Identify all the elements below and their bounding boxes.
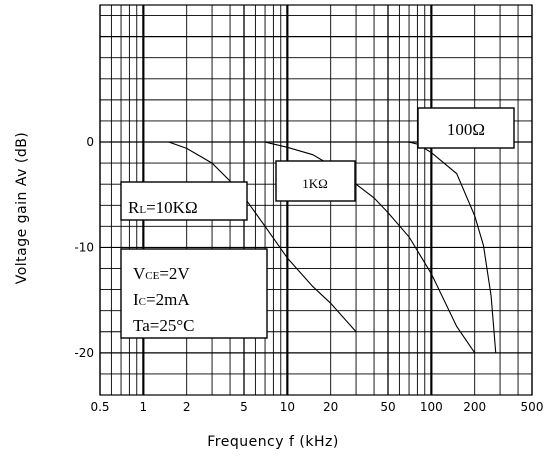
grid [99, 5, 533, 396]
cond-ta-suffix: =25°C [150, 316, 195, 335]
x-tick-label: 500 [521, 400, 544, 414]
cond-ic-sub: C [139, 296, 146, 308]
x-tick-label: 200 [463, 400, 486, 414]
y-axis-title: Voltage gain Av (dB) [14, 132, 30, 285]
x-tick-label: 2 [183, 400, 191, 414]
svg-text:Ta=25°C: Ta=25°C [133, 316, 194, 335]
svg-text:VCE=2V: VCE=2V [133, 264, 190, 283]
label-100: 100Ω [447, 120, 485, 139]
svg-text:IC=2mA: IC=2mA [133, 290, 190, 309]
label-box-1k: 1KΩ [275, 160, 356, 202]
y-tick-label: 0 [86, 135, 94, 149]
x-tick-label: 5 [240, 400, 248, 414]
cond-vce-prefix: V [133, 264, 146, 283]
x-tick-label: 1 [140, 400, 148, 414]
y-tick-label: -20 [74, 346, 94, 360]
x-tick-label: 100 [420, 400, 443, 414]
cond-vce-suffix: =2V [159, 264, 190, 283]
cond-ic-prefix: I [133, 290, 139, 309]
label-box-100: 100Ω [417, 107, 515, 149]
cond-ta-prefix: Ta [133, 316, 150, 335]
svg-text:RL=10KΩ: RL=10KΩ [128, 198, 198, 217]
x-tick-label: 20 [323, 400, 338, 414]
label-box-10k: RL=10KΩ [120, 181, 248, 221]
label-10k-suffix: =10KΩ [146, 198, 198, 217]
plot-frame [99, 4, 533, 396]
x-axis-title: Frequency f (kHz) [207, 434, 339, 450]
x-tick-label: 50 [380, 400, 395, 414]
tick-labels: 0.5 1 2 5 10 20 50 100 200 500 0 -10 -20 [74, 135, 543, 414]
cond-ic-suffix: =2mA [146, 290, 190, 309]
x-tick-label: 0.5 [90, 400, 109, 414]
label-10k-sub: L [139, 204, 146, 216]
y-tick-label: -10 [74, 240, 94, 254]
label-1k: 1KΩ [302, 176, 328, 191]
x-tick-label: 10 [280, 400, 295, 414]
series-line-0 [168, 141, 357, 333]
series-line-1 [264, 141, 476, 354]
label-10k-prefix: R [128, 198, 140, 217]
conditions-box: VCE=2V IC=2mA Ta=25°C [120, 248, 268, 339]
cond-vce-sub: CE [145, 270, 159, 282]
